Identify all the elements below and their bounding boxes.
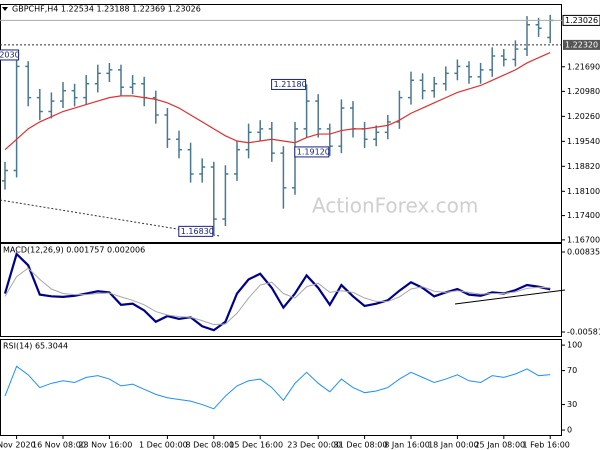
- y-tick-label: 1.17400: [567, 211, 600, 220]
- collapse-icon: [2, 7, 8, 11]
- x-tick-label: 31 Dec 08:00: [334, 441, 388, 450]
- annotation-box: [271, 78, 307, 90]
- moving-average: [4, 51, 551, 151]
- series-line: [3, 251, 551, 332]
- x-tick-label: 18 Jan 00:00: [428, 441, 479, 450]
- series-line: [4, 365, 551, 410]
- y-tick-label: 1.20260: [567, 112, 600, 121]
- macd-title: MACD(12,26,9) 0.001757 0.002006: [3, 246, 145, 255]
- y-tick-label: 70: [567, 366, 577, 375]
- x-tick-label: 1 Feb 16:00: [522, 441, 569, 450]
- annotation-label: 1.22030: [0, 50, 20, 59]
- annotation-label: 1.21180: [274, 80, 307, 89]
- annotation-box: [294, 146, 330, 158]
- y-tick-label: -0.005818: [567, 327, 600, 336]
- x-tick-label: 23 Dec 00:00: [287, 441, 341, 450]
- y-tick-label: 0.008356: [567, 248, 600, 257]
- y-tick-label: 30: [567, 400, 577, 409]
- y-tick-label: 1.21690: [567, 62, 600, 71]
- rsi-title: RSI(14) 65.3044: [3, 342, 68, 351]
- annotation-box: [0, 49, 20, 61]
- series-line: [4, 267, 551, 326]
- annotation-label: 1.19120: [297, 147, 330, 156]
- x-tick-label: 16 Nov 08:00: [32, 441, 86, 450]
- current-price-label: 1.23026: [565, 16, 598, 25]
- annotation-box: [178, 225, 214, 237]
- x-tick-label: 1 Dec 00:00: [139, 441, 188, 450]
- y-tick-label: 1.18820: [567, 162, 600, 171]
- level-tag: [563, 39, 600, 50]
- y-tick-label: 1.18100: [567, 187, 600, 196]
- price-panel: [0, 4, 562, 243]
- y-tick-label: 1.20980: [567, 87, 600, 96]
- y-tick-label: 0: [567, 426, 572, 435]
- annotation-label: 1.16830: [181, 227, 214, 236]
- trend-line: [454, 289, 566, 305]
- x-tick-label: 25 Jan 08:00: [474, 441, 525, 450]
- y-tick-label: 1.19540: [567, 137, 600, 146]
- current-price-tag: [562, 14, 600, 26]
- y-tick-label: 100: [567, 341, 582, 350]
- level-label: 1.22320: [565, 40, 598, 49]
- x-tick-label: 8 Dec 08:00: [185, 441, 234, 450]
- price-title: GBPCHF,H4 1.22534 1.23188 1.22369 1.2302…: [12, 5, 201, 14]
- watermark: ActionForex.com: [312, 194, 478, 218]
- rsi-panel: [0, 339, 562, 436]
- x-tick-label: 23 Nov 16:00: [78, 441, 132, 450]
- x-tick-label: 8 Jan 16:00: [384, 441, 430, 450]
- y-tick-label: 1.16700: [567, 235, 600, 244]
- x-tick-label: 15 Dec 16:00: [229, 441, 283, 450]
- x-tick-label: 9 Nov 2020: [0, 441, 36, 450]
